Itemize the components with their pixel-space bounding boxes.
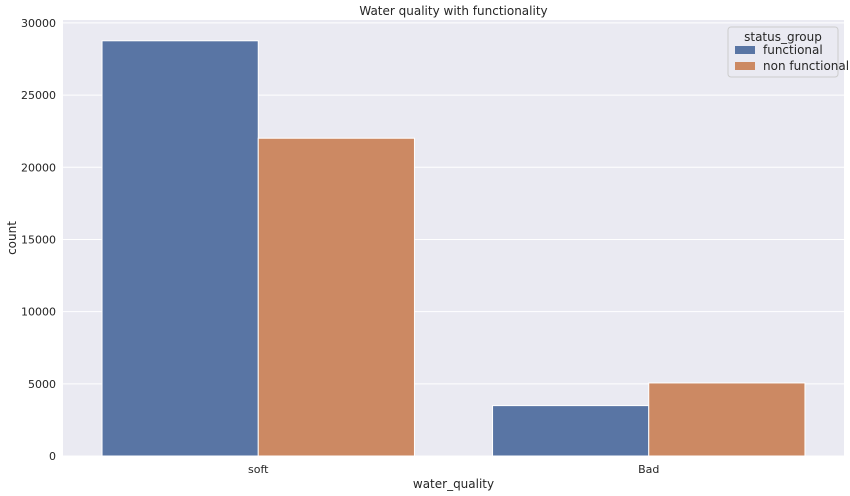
- x-axis-label: water_quality: [413, 477, 494, 491]
- y-axis-label: count: [5, 221, 19, 255]
- bar-soft-non-functional: [257, 137, 415, 457]
- bars: [101, 40, 806, 457]
- legend-title: status_group: [744, 30, 822, 44]
- y-tick-label: 25000: [21, 89, 56, 102]
- x-tick-label-bad: Bad: [638, 463, 659, 476]
- legend-box: [727, 26, 839, 78]
- legend-swatch-non-functional: [735, 62, 755, 70]
- bar-soft-functional: [101, 40, 259, 457]
- legend-swatch-functional: [735, 46, 755, 54]
- legend-label-non-functional: non functional: [763, 59, 849, 73]
- y-tick-label: 20000: [21, 161, 56, 174]
- x-tick-labels: soft Bad: [248, 463, 659, 476]
- y-tick-label: 0: [49, 450, 56, 463]
- bar-bad-functional: [492, 405, 650, 457]
- y-tick-label: 30000: [21, 17, 56, 30]
- chart-title: Water quality with functionality: [359, 4, 547, 18]
- legend-label-functional: functional: [763, 43, 823, 57]
- y-tick-label: 15000: [21, 233, 56, 246]
- y-tick-label: 10000: [21, 306, 56, 319]
- bar-bad-non-functional: [648, 382, 806, 457]
- y-tick-label: 5000: [28, 378, 56, 391]
- legend: status_group functional non functional: [727, 26, 849, 78]
- y-tick-labels: 0 5000 10000 15000 20000 25000 30000: [21, 17, 56, 463]
- x-tick-label-soft: soft: [248, 463, 269, 476]
